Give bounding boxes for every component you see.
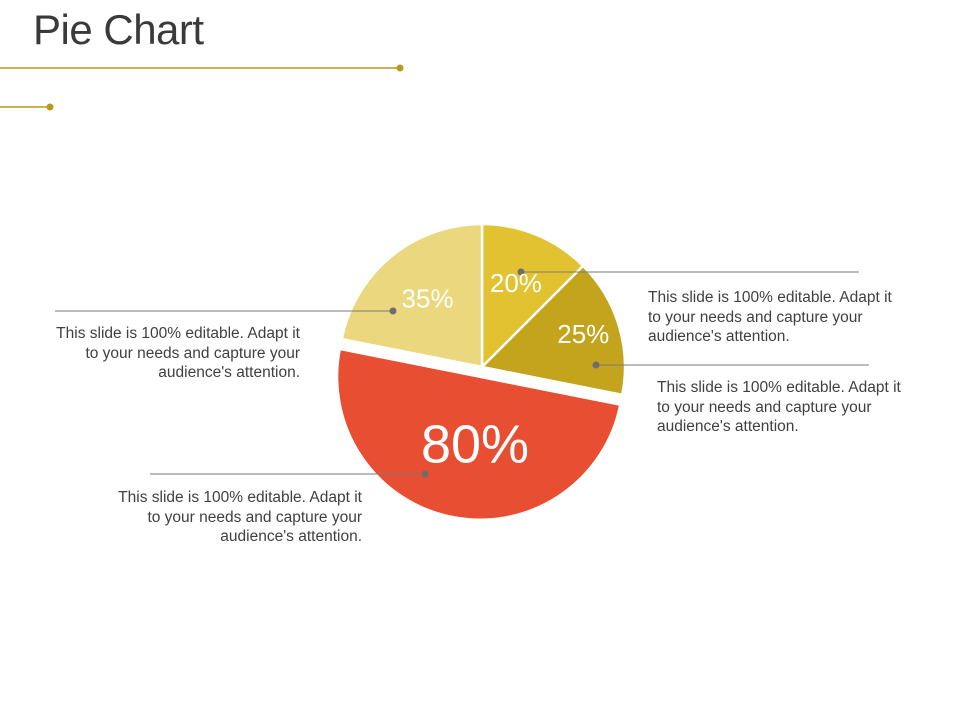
callout-35-text: This slide is 100% editable. Adapt it to…: [56, 325, 300, 381]
pie-slice-label-35: 35%: [402, 284, 454, 314]
leader-dot-25: [592, 361, 600, 369]
pie-slice-label-25: 25%: [557, 319, 609, 349]
leader-dot-80: [389, 307, 397, 315]
pie-slice-20: [480, 222, 585, 371]
pie-slice-label-20: 20%: [490, 268, 542, 298]
pie-slice-25: [479, 264, 627, 397]
callout-25-text: This slide is 100% editable. Adapt it to…: [657, 379, 901, 435]
leader-dot-35: [421, 470, 429, 478]
title-rule-short-dot: [46, 103, 54, 111]
title-rule-long-dot: [396, 64, 404, 72]
callout-20-text: This slide is 100% editable. Adapt it to…: [648, 289, 892, 345]
pie-slice-35: [340, 222, 484, 369]
leader-dot-20: [517, 268, 525, 276]
callout-80-text: This slide is 100% editable. Adapt it to…: [118, 489, 362, 545]
pie-slice-label-80: 80%: [421, 414, 529, 474]
pie-slice-80: [335, 347, 622, 521]
page-title: Pie Chart: [33, 6, 204, 53]
